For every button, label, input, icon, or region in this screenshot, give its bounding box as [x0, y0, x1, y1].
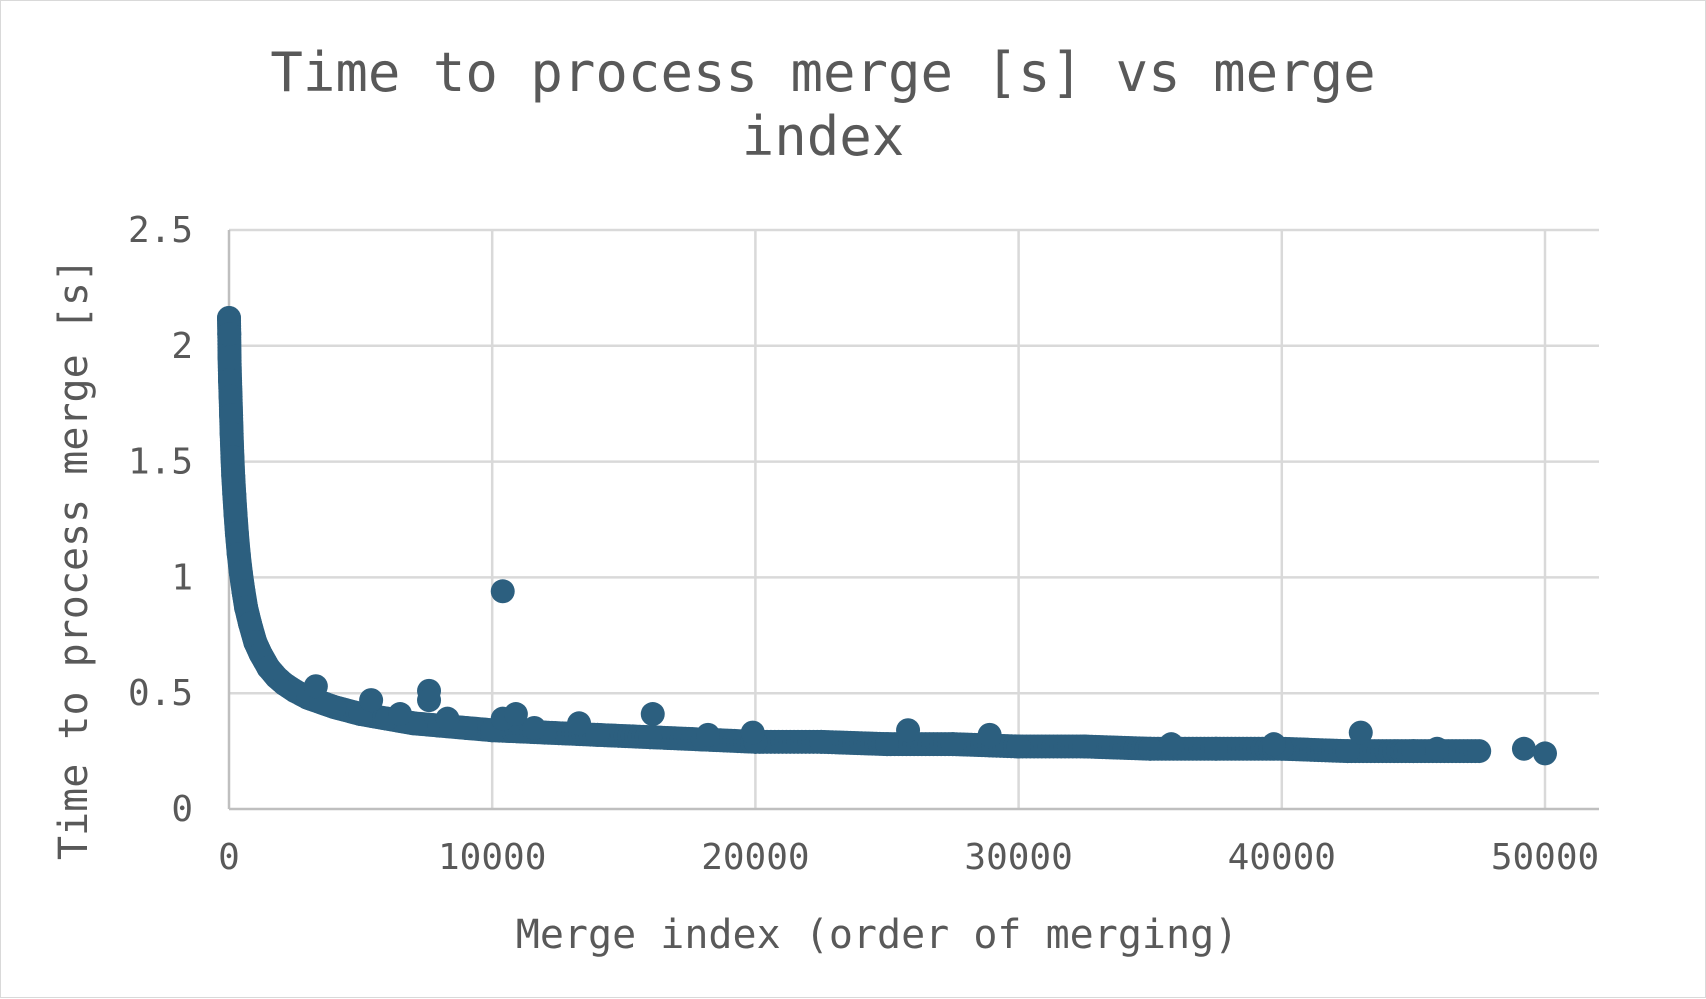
x-tick-label: 10000 [438, 837, 546, 878]
data-point [1425, 736, 1450, 761]
data-point [1335, 739, 1360, 764]
data-point [359, 688, 384, 713]
data-point [218, 384, 243, 409]
data-point [220, 444, 245, 469]
y-axis-title: Time to process merge [s] [51, 258, 97, 860]
data-point [217, 322, 242, 347]
x-tick-label: 20000 [701, 837, 809, 878]
data-point [638, 725, 663, 750]
data-point [522, 715, 547, 740]
data-point [388, 702, 413, 727]
data-point [640, 702, 665, 727]
data-point [1533, 741, 1557, 766]
data-point [322, 695, 347, 720]
data-point [222, 482, 247, 507]
data-point [453, 715, 478, 740]
data-point [585, 722, 610, 747]
data-point [503, 702, 528, 727]
data-point [1261, 732, 1286, 757]
data-point [226, 542, 251, 567]
data-point [219, 403, 244, 428]
data-point [1138, 736, 1163, 761]
data-point [1511, 736, 1536, 761]
data-point [224, 521, 249, 546]
chart-title-line-2: index [742, 105, 905, 168]
data-point [490, 579, 515, 604]
data-point [896, 718, 921, 743]
x-tick-label: 40000 [1228, 837, 1336, 878]
x-tick-labels: 0 10000 20000 30000 40000 50000 [218, 837, 1599, 878]
y-tick-label: 0 [171, 789, 193, 830]
data-point [940, 732, 965, 757]
y-tick-label: 1.5 [128, 442, 193, 483]
y-tick-labels: 0 0.5 1 1.5 2 2.5 [128, 210, 193, 830]
x-tick-label: 0 [218, 837, 240, 878]
y-tick-label: 2.5 [128, 210, 193, 251]
x-axis-title: Merge index (order of merging) [516, 912, 1238, 958]
data-point [740, 720, 765, 745]
data-point [238, 611, 263, 636]
data-point [1401, 739, 1426, 764]
data-point [417, 688, 442, 713]
gridlines [229, 228, 1599, 809]
y-tick-label: 0.5 [128, 673, 193, 714]
x-tick-label: 50000 [1491, 837, 1599, 878]
data-point [221, 463, 246, 488]
data-point [228, 560, 253, 585]
data-point [1204, 736, 1228, 761]
data-point [223, 502, 248, 527]
x-tick-label: 30000 [964, 837, 1072, 878]
data-points [217, 306, 1557, 766]
data-point [1072, 734, 1097, 759]
data-point [1467, 739, 1492, 764]
data-point [875, 732, 899, 757]
data-point [219, 421, 244, 446]
data-point [217, 345, 242, 370]
data-point [1006, 734, 1031, 759]
data-point [435, 706, 460, 731]
data-point [1159, 732, 1184, 757]
data-point [696, 722, 721, 747]
data-point [809, 729, 834, 754]
data-point [1348, 720, 1373, 745]
data-point [567, 711, 592, 736]
chart-title-line-1: Time to process merge [s] vs merge [270, 41, 1375, 104]
data-point [303, 674, 328, 699]
y-tick-label: 1 [171, 557, 193, 598]
data-point [977, 722, 1002, 747]
y-tick-label: 2 [171, 326, 193, 367]
